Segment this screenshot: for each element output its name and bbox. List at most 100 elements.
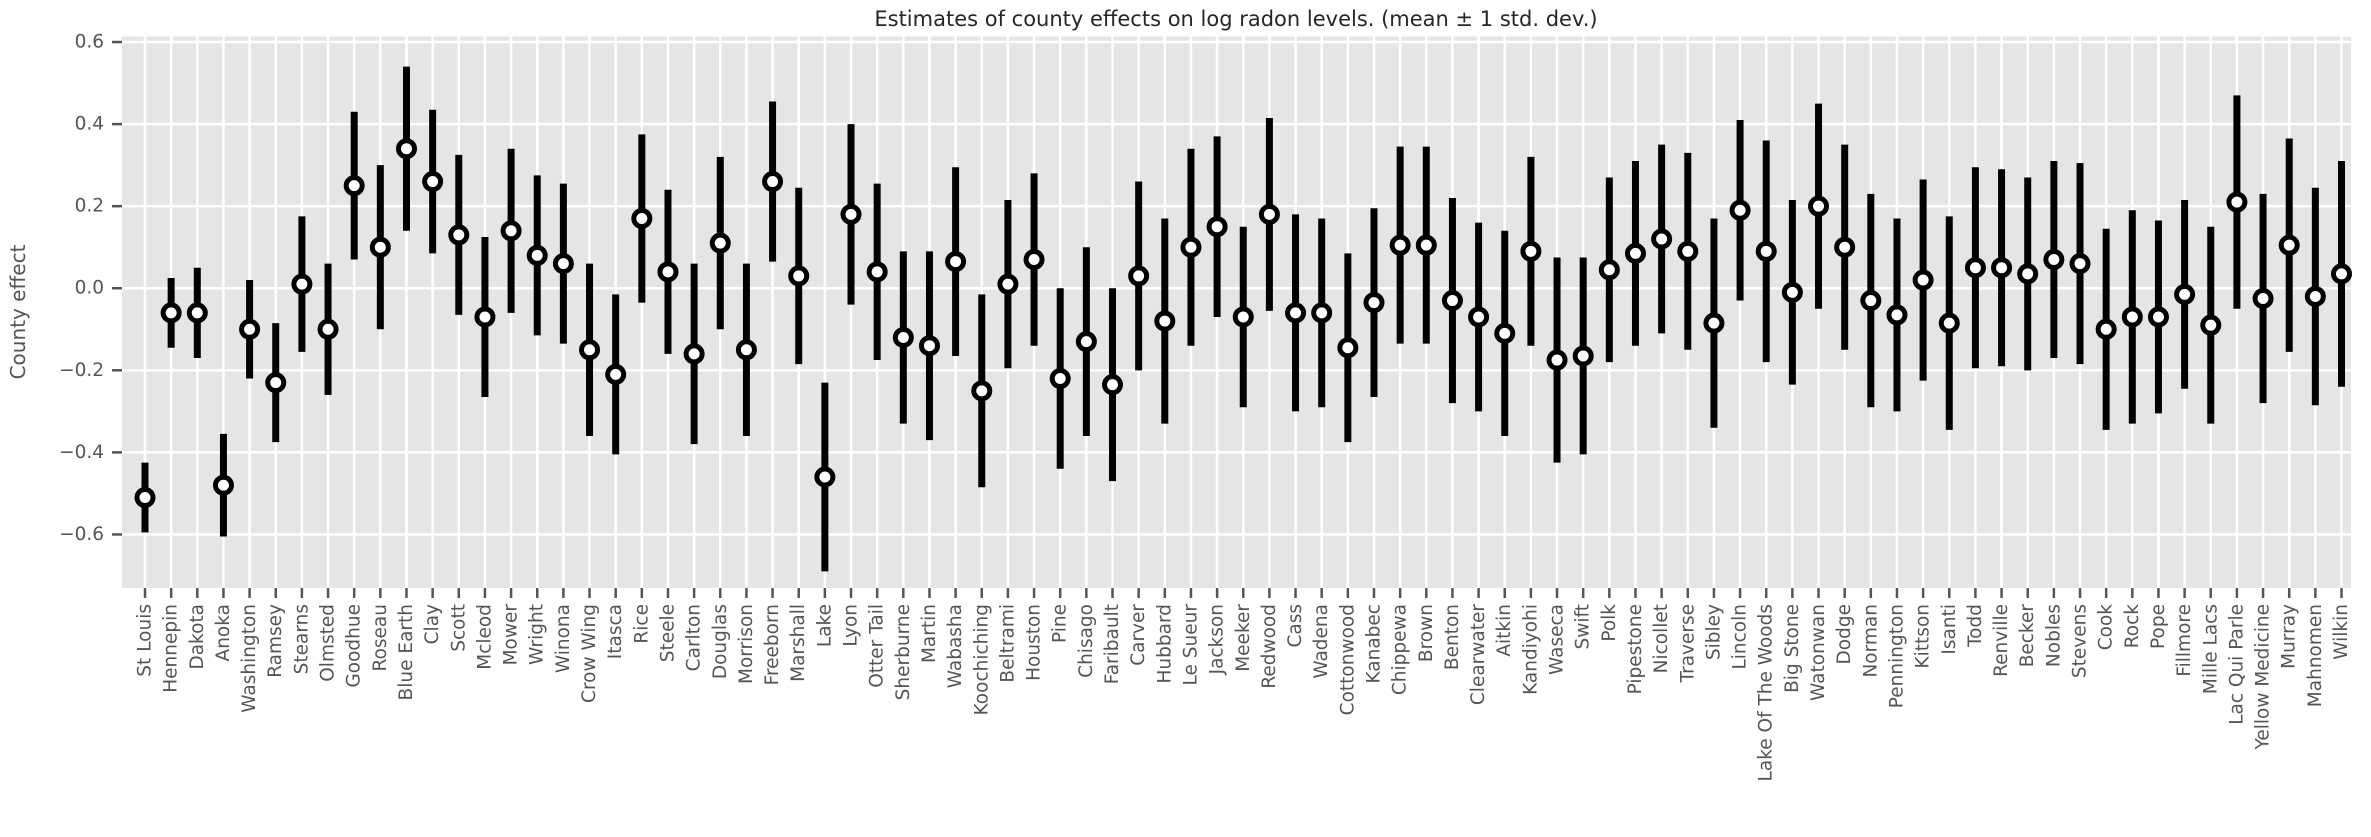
data-point-marker [1441,290,1463,312]
data-point-marker [2095,318,2117,340]
data-point-marker [317,318,339,340]
y-tick-label: 0.0 [75,278,104,299]
x-tick-label: Lac Qui Parle [2226,604,2247,725]
data-point-marker [1860,290,1882,312]
x-tick-label: Rice [631,604,652,644]
x-tick-label: Douglas [710,604,731,679]
data-point-marker [997,273,1019,295]
x-tick-label: Pine [1050,604,1071,643]
data-point-marker [1468,306,1490,328]
data-point-marker [1494,322,1516,344]
x-tick-label: Fillmore [2174,604,2195,677]
x-tick-label: Swift [1573,604,1594,649]
x-tick-label: Hennepin [161,604,182,693]
data-point-marker [892,326,914,348]
data-point-marker [2331,263,2352,285]
data-point-marker [265,372,287,394]
x-tick-label: Le Sueur [1180,604,1201,686]
x-tick-label: Crow Wing [579,604,600,703]
x-tick-label: St Louis [135,604,156,677]
data-point-marker [1781,281,1803,303]
x-tick-label: Freeborn [762,604,783,685]
data-point-marker [605,363,627,385]
data-point-marker [918,335,940,357]
y-tick-label: −0.6 [59,524,104,545]
data-point-marker [814,466,836,488]
x-tick-label: Stearns [291,604,312,674]
data-point-marker [1415,234,1437,256]
data-point-marker [1023,249,1045,271]
data-point-marker [2226,191,2248,213]
x-tick-label: Dodge [1834,604,1855,664]
data-point-marker [579,339,601,361]
x-tick-label: Mower [501,604,522,666]
x-tick-label: Aitkin [1494,604,1515,657]
x-tick-label: Stevens [2070,604,2091,678]
data-point-marker [186,302,208,324]
x-tick-label: Ramsey [265,604,286,678]
data-point-marker [1755,240,1777,262]
data-point-marker [2304,285,2326,307]
data-point-marker [1363,292,1385,314]
x-tick-label: Blue Earth [396,604,417,700]
data-point-marker [1075,331,1097,353]
data-point-marker [1651,228,1673,250]
data-point-marker [1938,312,1960,334]
x-tick-label: Sherburne [893,604,914,700]
data-point-marker [735,339,757,361]
x-tick-label: Murray [2279,604,2300,669]
data-point-marker [657,261,679,283]
y-tick-label: −0.4 [59,442,104,463]
data-point-marker [291,273,313,295]
x-tick-label: Clay [422,604,443,644]
x-tick-label: Norman [1860,604,1881,678]
x-tick-label: Itasca [605,604,626,659]
y-tick-label: 0.4 [75,114,104,135]
data-point-marker [945,251,967,273]
data-point-marker [2043,249,2065,271]
x-tick-label: Martin [919,604,940,663]
data-point-marker [369,236,391,258]
data-point-marker [1389,234,1411,256]
x-tick-label: Wadena [1311,604,1332,679]
data-point-marker [2174,283,2196,305]
x-tick-label: Mille Lacs [2200,604,2221,694]
x-tick-label: Faribault [1102,604,1123,684]
x-tick-label: Cook [2096,604,2117,651]
x-tick-label: Scott [448,604,469,652]
x-tick-label: Meeker [1233,604,1254,672]
data-point-marker [343,175,365,197]
x-tick-label: Polk [1599,604,1620,642]
x-tick-label: Yellow Medicine [2253,604,2274,750]
x-tick-label: Nobles [2043,604,2064,667]
x-tick-label: Wabasha [945,604,966,688]
data-point-marker [683,343,705,365]
data-point-marker [2069,253,2091,275]
data-point-marker [1102,374,1124,396]
data-point-marker [212,474,234,496]
data-point-marker [422,171,444,193]
data-point-marker [1886,304,1908,326]
x-tick-label: Cass [1285,604,1306,648]
data-point-marker [762,171,784,193]
x-tick-label: Lake Of The Woods [1756,604,1777,781]
data-point-marker [971,380,993,402]
x-tick-label: Traverse [1677,604,1698,683]
x-tick-label: Carlton [684,604,705,671]
data-point-marker [160,302,182,324]
x-tick-label: Pipestone [1625,604,1646,694]
data-point-marker [474,306,496,328]
x-tick-label: Becker [2017,604,2038,668]
x-tick-label: Kittson [1913,604,1934,668]
x-tick-label: Watonwan [1808,604,1829,701]
x-tick-label: Sibley [1703,604,1724,660]
chart-title: Estimates of county effects on log radon… [874,7,1597,31]
data-point-marker [1912,269,1934,291]
data-point-marker [1572,345,1594,367]
x-tick-label: Olmsted [318,604,339,682]
data-point-marker [2252,288,2274,310]
data-point-marker [1049,368,1071,390]
y-axis-label: County effect [6,244,30,379]
